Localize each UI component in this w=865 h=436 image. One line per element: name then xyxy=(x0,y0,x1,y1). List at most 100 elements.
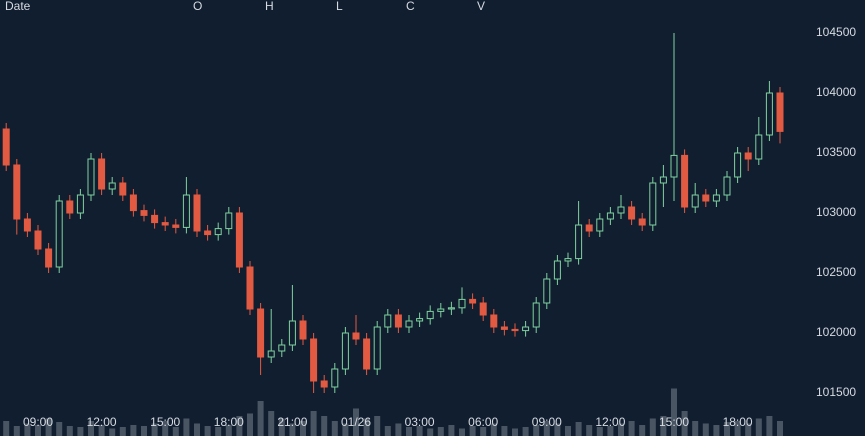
candle-body xyxy=(278,344,286,352)
volume-bar xyxy=(459,428,465,436)
candle-body xyxy=(182,194,190,228)
volume-bar xyxy=(618,423,624,436)
candle-body xyxy=(755,134,763,160)
candle-body xyxy=(299,320,307,340)
volume-bar xyxy=(702,423,709,436)
volume-bar xyxy=(109,428,116,436)
volume-bar xyxy=(406,427,412,436)
volume-bar xyxy=(533,425,540,436)
candle-body xyxy=(405,320,413,328)
column-header: Date xyxy=(5,0,31,13)
candle-body xyxy=(13,164,21,220)
volume-bar xyxy=(671,388,677,436)
volume-bar xyxy=(363,418,370,436)
candle-body xyxy=(564,258,572,262)
volume-bar xyxy=(172,427,179,436)
candle-body xyxy=(532,302,540,328)
volume-bar xyxy=(469,426,476,436)
volume-bar xyxy=(565,426,571,436)
column-header: H xyxy=(265,0,274,13)
candle-body xyxy=(373,326,381,370)
candle-body xyxy=(734,152,742,178)
candle-body xyxy=(225,212,233,230)
x-tick-label: 09:00 xyxy=(23,415,53,429)
volume-bar xyxy=(692,421,699,436)
candle-body xyxy=(45,248,53,268)
candle-body xyxy=(575,224,583,260)
volume-bar xyxy=(204,426,211,436)
volume-bar xyxy=(353,408,359,436)
volume-bar xyxy=(745,423,752,436)
x-tick-label: 09:00 xyxy=(532,415,562,429)
column-header: O xyxy=(193,0,202,13)
volume-bar xyxy=(278,418,285,436)
volume-bar xyxy=(342,423,349,436)
volume-bar xyxy=(45,418,52,436)
candle-body xyxy=(426,310,434,320)
candle-body xyxy=(458,298,466,309)
volume-bar xyxy=(427,428,434,436)
volume-bar xyxy=(77,427,84,436)
volume-bar xyxy=(321,416,328,436)
candle-body xyxy=(119,182,127,196)
volume-bar xyxy=(681,411,688,436)
volume-bar xyxy=(437,427,444,436)
candle-body xyxy=(702,194,710,202)
volume-bar xyxy=(480,427,487,436)
volume-bar xyxy=(713,425,720,436)
x-tick-label: 01/26 xyxy=(341,415,371,429)
candle-body xyxy=(76,194,84,214)
volume-bar xyxy=(130,425,137,436)
volume-bar xyxy=(374,416,381,436)
y-tick-label: 102500 xyxy=(816,265,856,279)
y-tick-label: 103000 xyxy=(816,205,856,219)
volume-bar xyxy=(162,421,169,436)
volume-bar xyxy=(300,421,306,436)
x-tick-label: 12:00 xyxy=(87,415,117,429)
volume-bar xyxy=(766,416,773,436)
volume-bar xyxy=(554,423,561,436)
volume-bar xyxy=(607,426,614,436)
volume-bar xyxy=(331,421,338,436)
volume-bar xyxy=(66,426,73,436)
volume-bar xyxy=(596,427,603,436)
candle-body xyxy=(87,158,95,196)
candle-body xyxy=(585,224,593,232)
candle-body xyxy=(469,298,477,304)
volume-bar xyxy=(35,425,41,436)
x-tick-label: 21:00 xyxy=(277,415,307,429)
volume-bar xyxy=(236,416,243,436)
volume-bar xyxy=(501,426,508,436)
volume-bar xyxy=(56,422,63,436)
candle-body xyxy=(500,326,508,330)
volume-bar xyxy=(141,426,147,436)
volume-bar xyxy=(98,425,105,436)
volume-bar xyxy=(416,426,423,436)
candle-body xyxy=(161,222,169,226)
volume-bar xyxy=(755,418,762,436)
x-tick-label: 03:00 xyxy=(405,415,435,429)
volume-bar xyxy=(257,401,264,436)
candle-body xyxy=(384,314,392,328)
volume-bar xyxy=(543,421,550,436)
candle-body xyxy=(606,212,614,220)
volume-layer xyxy=(3,388,783,436)
candle-body xyxy=(723,176,731,196)
candle-body xyxy=(310,338,318,382)
x-tick-label: 15:00 xyxy=(659,415,689,429)
volume-bar xyxy=(194,423,200,436)
candle-body xyxy=(670,154,678,178)
candle-body xyxy=(352,332,360,340)
candle-body xyxy=(257,308,265,358)
candle-body xyxy=(267,350,275,358)
volume-bar xyxy=(522,427,529,436)
candle-body xyxy=(617,206,625,214)
candle-body xyxy=(490,314,498,328)
candle-body xyxy=(55,200,63,268)
volume-bar xyxy=(512,428,518,436)
candle-body xyxy=(638,218,646,226)
candle-body xyxy=(681,154,689,208)
y-tick-label: 101500 xyxy=(816,385,856,399)
